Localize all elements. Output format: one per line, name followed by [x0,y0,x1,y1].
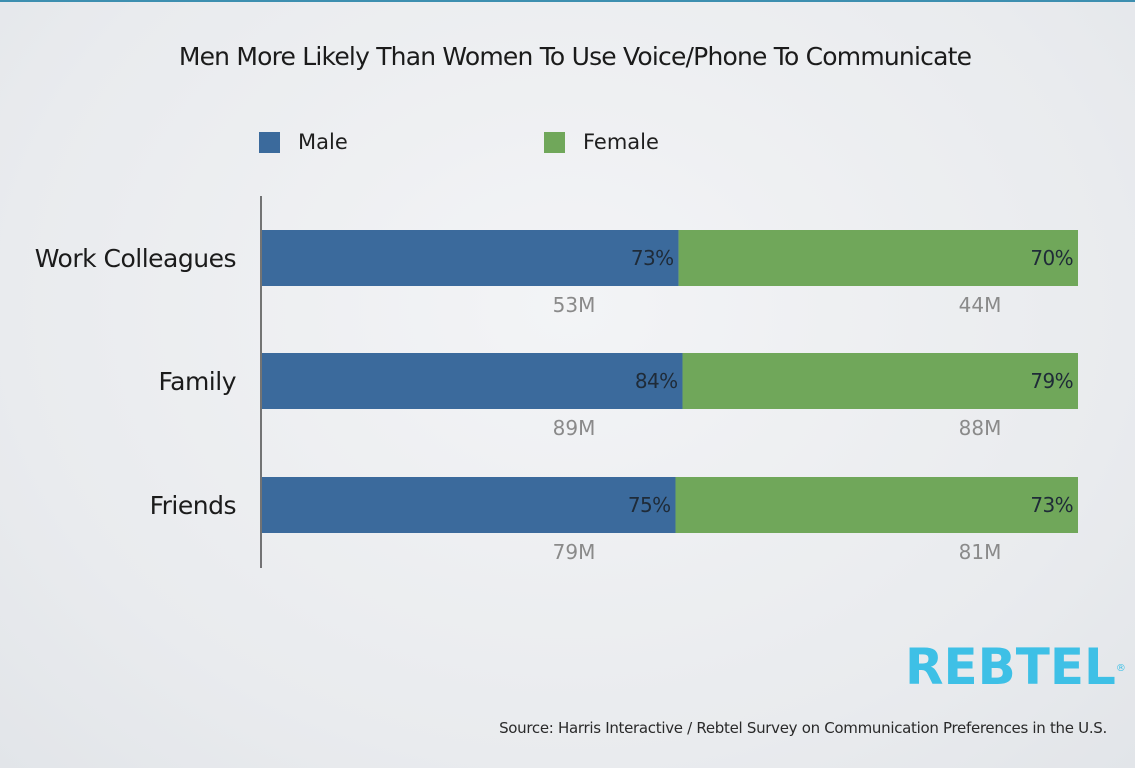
data-label-female-work-colleagues: 70% [1030,246,1073,270]
legend-label-female: Female [583,130,659,154]
count-label-male-friends: 79M [553,540,596,564]
bar-male-family [262,353,683,409]
count-label-male-work-colleagues: 53M [553,293,596,317]
bar-male-friends [262,477,676,533]
rebtel-logo: REBTEL® [905,638,1126,696]
data-label-male-work-colleagues: 73% [631,246,674,270]
data-label-male-family: 84% [635,369,678,393]
count-label-female-work-colleagues: 44M [959,293,1002,317]
bar-female-friends [675,477,1078,533]
data-label-male-friends: 75% [628,493,671,517]
logo-wordmark: REBTEL [905,638,1116,696]
data-label-female-family: 79% [1030,369,1073,393]
bar-female-work-colleagues [678,230,1078,286]
source-note: Source: Harris Interactive / Rebtel Surv… [499,719,1107,737]
legend-swatch-male [259,131,280,153]
bar-male-work-colleagues [262,230,679,286]
count-label-female-family: 88M [959,416,1002,440]
legend-item-male: Male [259,128,348,156]
data-label-female-friends: 73% [1030,493,1073,517]
registered-mark: ® [1115,663,1126,674]
bar-female-family [682,353,1078,409]
count-label-female-friends: 81M [959,540,1002,564]
top-accent-line [0,0,1135,2]
category-label-work-colleagues: Work Colleagues [35,244,236,273]
legend-item-female: Female [544,128,659,156]
legend-swatch-female [544,131,565,153]
legend-label-male: Male [298,130,348,154]
category-label-friends: Friends [150,491,236,520]
count-label-male-family: 89M [553,416,596,440]
category-label-family: Family [159,367,237,396]
chart-title: Men More Likely Than Women To Use Voice/… [178,42,972,71]
